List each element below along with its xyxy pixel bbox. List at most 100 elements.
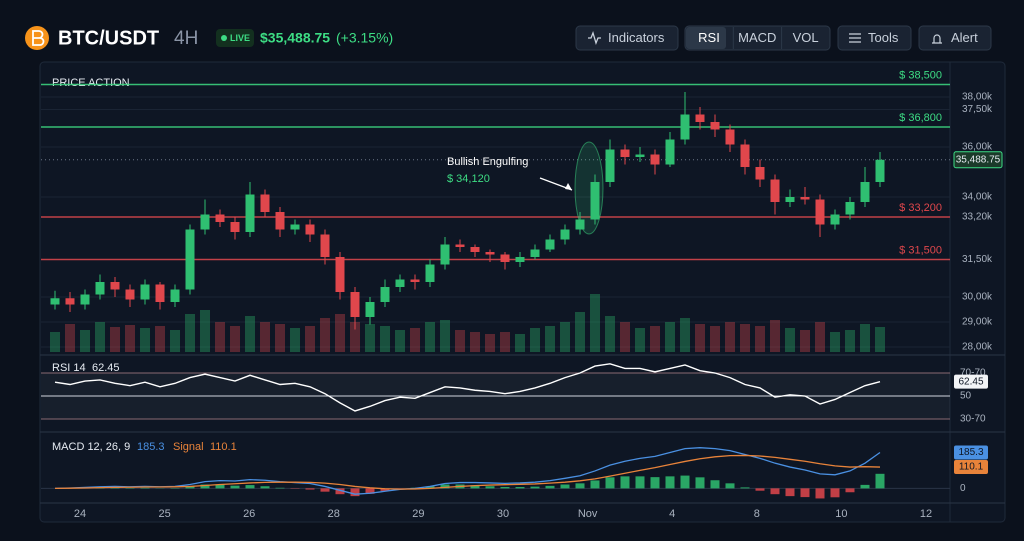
volume-bar (335, 314, 345, 352)
macd-histogram (470, 485, 480, 489)
study-button[interactable]: MACD (738, 30, 776, 45)
level-label: $ 31,500 (899, 244, 942, 256)
rsi-label: RSI 14 (52, 362, 86, 374)
candle-body (350, 292, 360, 317)
macd-histogram (635, 476, 645, 489)
volume-bar (590, 294, 600, 352)
live-label: LIVE (230, 33, 250, 43)
macd-histogram (650, 477, 660, 489)
candle-body (335, 257, 345, 292)
macd-histogram (260, 486, 270, 489)
x-tick-label: 8 (754, 508, 760, 520)
volume-bar (380, 326, 390, 352)
volume-bar (800, 330, 810, 352)
volume-bar (530, 328, 540, 352)
annotation-text: Bullish Engulfing (447, 156, 528, 168)
study-button[interactable]: RSI (698, 30, 720, 45)
candle-body (545, 239, 555, 250)
volume-bar (725, 322, 735, 352)
macd-histogram (710, 480, 720, 489)
candle-body (410, 279, 420, 282)
header-price: $35,488.75 (260, 30, 330, 46)
macd-histogram (560, 484, 570, 489)
volume-bar (635, 328, 645, 352)
macd-histogram (485, 486, 495, 489)
volume-bar (620, 322, 630, 352)
volume-bar (350, 322, 360, 352)
candle-body (515, 257, 525, 262)
volume-bar (830, 332, 840, 352)
x-tick-label: 28 (328, 508, 340, 520)
macd-value: 185.3 (137, 441, 165, 453)
volume-bar (320, 318, 330, 352)
volume-bar (80, 330, 90, 352)
volume-bar (230, 326, 240, 352)
annotation-price: $ 34,120 (447, 173, 490, 185)
candle-body (395, 279, 405, 287)
macd-histogram (680, 475, 690, 489)
alert-button[interactable] (918, 25, 992, 51)
symbol: BTC/USDT (58, 27, 159, 49)
candle-body (785, 197, 795, 202)
x-tick-label: 24 (74, 508, 86, 520)
signal-label: Signal (173, 441, 204, 453)
volume-bar (485, 334, 495, 352)
volume-bar (440, 320, 450, 352)
x-tick-label: 25 (158, 508, 170, 520)
study-button[interactable]: VOL (793, 30, 819, 45)
volume-bar (500, 332, 510, 352)
candle-body (590, 182, 600, 220)
candle-body (500, 254, 510, 262)
candle-body (875, 159, 885, 182)
candle-body (245, 194, 255, 232)
macd-histogram (830, 488, 840, 498)
signal-value: 110.1 (210, 441, 237, 453)
level-label: $ 33,200 (899, 202, 942, 214)
rsi-value: 62.45 (92, 362, 120, 374)
candle-body (860, 182, 870, 202)
y-tick-label: 34,00k (962, 192, 993, 203)
signal-tag-label: 110.1 (959, 462, 984, 473)
y-tick-label: 38,00k (962, 92, 993, 103)
tools-label: Tools (868, 30, 899, 45)
macd-histogram (815, 488, 825, 499)
x-tick-label: 4 (669, 508, 675, 520)
volume-bar (110, 327, 120, 352)
indicators-button[interactable] (575, 25, 679, 51)
volume-bar (185, 314, 195, 352)
candle-body (230, 222, 240, 232)
candle-body (665, 139, 675, 165)
volume-bar (755, 326, 765, 352)
volume-bar (50, 332, 60, 352)
candle-body (125, 289, 135, 300)
volume-bar (455, 330, 465, 352)
coin-glyph (32, 30, 45, 46)
candle-body (170, 289, 180, 302)
macd-histogram (275, 487, 285, 489)
candle-body (740, 144, 750, 167)
y-tick-label: 36,00k (962, 142, 993, 153)
signal-tag (954, 460, 988, 475)
tools-button[interactable] (837, 25, 912, 51)
candle-body (380, 287, 390, 302)
macd-histogram (725, 483, 735, 489)
volume-bar (770, 320, 780, 352)
candle-body (455, 244, 465, 247)
macd-histogram (305, 488, 315, 490)
macd-histogram (665, 476, 675, 489)
volume-bar (710, 326, 720, 352)
macd-histogram (545, 485, 555, 489)
candle-body (110, 282, 120, 290)
header-change: (+3.15%) (336, 30, 393, 46)
candle-body (605, 149, 615, 182)
candle-body (470, 247, 480, 252)
volume-bar (215, 322, 225, 352)
live-dot (221, 35, 227, 41)
volume-bar (95, 322, 105, 352)
candle-body (365, 302, 375, 317)
macd-histogram (215, 484, 225, 489)
candle-body (95, 282, 105, 295)
candle-body (185, 229, 195, 290)
macd-line (54, 447, 881, 495)
